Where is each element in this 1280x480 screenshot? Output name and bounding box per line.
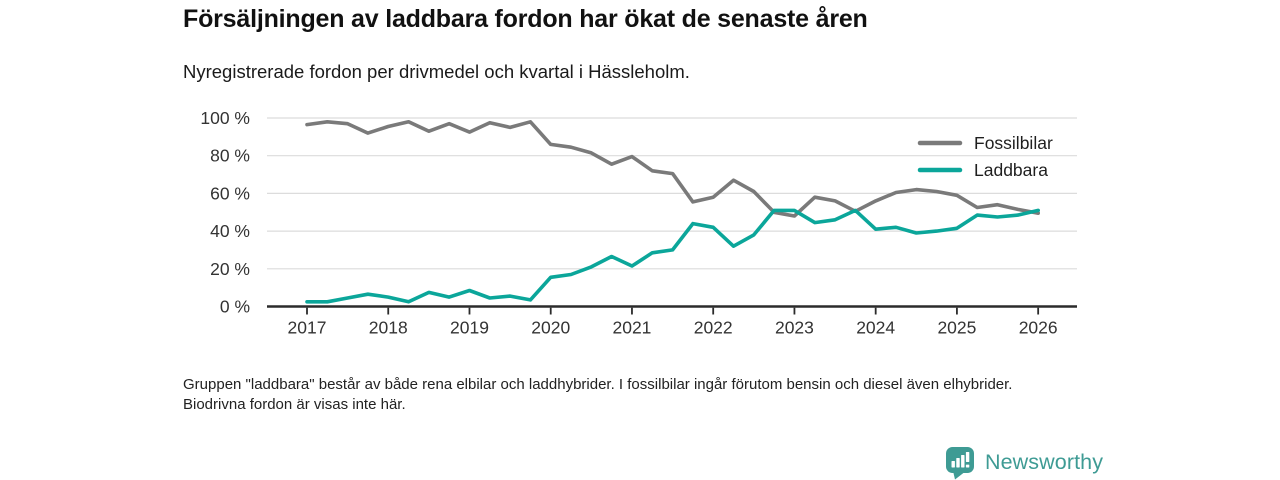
newsworthy-wordmark: Newsworthy <box>985 449 1104 474</box>
legend-item-fossilbilar: Fossilbilar <box>917 133 1053 153</box>
x-tick-label: 2018 <box>369 318 408 338</box>
y-tick-label: 40 % <box>210 221 250 241</box>
y-tick-label: 20 % <box>210 259 250 279</box>
legend: Fossilbilar Laddbara <box>917 133 1053 180</box>
x-tick-label: 2023 <box>775 318 814 338</box>
legend-label: Laddbara <box>974 160 1048 180</box>
x-tick-label: 2019 <box>450 318 489 338</box>
x-tick-label: 2024 <box>856 318 895 338</box>
fossilbilar-line <box>305 119 1041 218</box>
y-tick-label: 60 % <box>210 183 250 203</box>
line-chart-svg: 0 % 20 % 40 % 60 % 80 % 100 % 2017 2018 2019 202… <box>200 108 1077 338</box>
chart-subtitle: Nyregistrerade fordon per drivmedel och … <box>183 61 690 82</box>
y-axis-labels: 0 % 20 % 40 % 60 % 80 % 100 % <box>200 108 250 317</box>
data-series <box>305 119 1041 304</box>
y-tick-label: 80 % <box>210 146 250 166</box>
x-tick-label: 2025 <box>937 318 976 338</box>
y-tick-label: 100 % <box>200 108 250 128</box>
newsworthy-logo[interactable]: Newsworthy <box>943 444 1103 480</box>
legend-label: Fossilbilar <box>974 133 1053 153</box>
legend-item-laddbara: Laddbara <box>917 160 1048 180</box>
x-axis-labels: 2017 2018 2019 2020 2021 2022 2023 2024 2025 2026 <box>288 318 1058 338</box>
x-tick-label: 2026 <box>1019 318 1058 338</box>
line-chart: 0 % 20 % 40 % 60 % 80 % 100 % 2017 2018 2019 202… <box>183 104 1103 354</box>
x-tick-label: 2022 <box>694 318 733 338</box>
bar-chart-pin-icon <box>946 446 974 479</box>
x-tick-label: 2021 <box>612 318 651 338</box>
chart-footnote: Gruppen "laddbara" består av både rena e… <box>183 376 1013 413</box>
x-axis-ticks <box>306 307 1040 315</box>
y-tick-label: 0 % <box>220 297 250 317</box>
laddbara-line <box>305 208 1041 304</box>
page-title: Försäljningen av laddbara fordon har öka… <box>183 5 868 33</box>
x-tick-label: 2020 <box>531 318 570 338</box>
x-tick-label: 2017 <box>288 318 327 338</box>
